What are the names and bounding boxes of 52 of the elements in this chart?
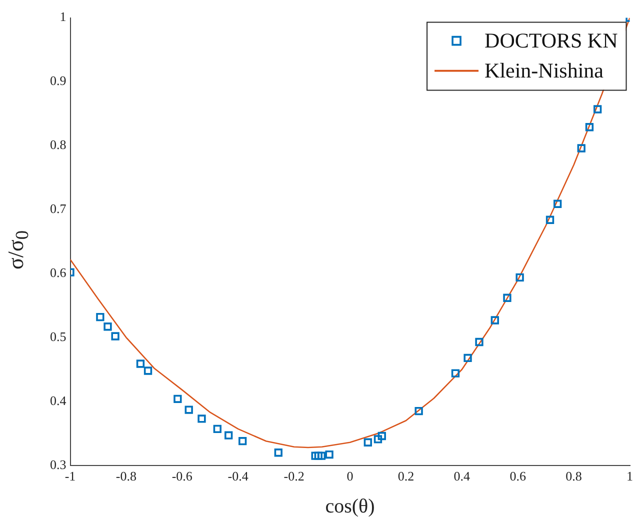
point: [238, 437, 247, 446]
point: [274, 448, 282, 457]
x-tick-label: 0.6: [510, 468, 526, 484]
point: [136, 360, 145, 368]
point: [378, 432, 386, 440]
x-tick-label: -1: [64, 468, 76, 484]
point: [325, 450, 334, 459]
point: [374, 435, 382, 444]
x-tick-label: 0.2: [398, 468, 414, 484]
point: [585, 123, 594, 132]
point: [516, 273, 524, 282]
point: [364, 438, 372, 446]
y-tick-label: 0.8: [50, 137, 66, 152]
point: [213, 424, 222, 434]
x-axis-title: cos(θ): [325, 495, 375, 518]
y-tick-label: 1: [60, 9, 66, 24]
y-tick-label: 0.9: [50, 73, 66, 88]
point: [490, 316, 499, 324]
point: [553, 200, 562, 208]
y-tick-label: 0.5: [50, 328, 66, 344]
x-tick-label: 1: [626, 468, 633, 484]
point: [104, 322, 112, 331]
x-tick-label: -0.6: [172, 468, 193, 484]
y-tick-label: 0.3: [50, 456, 66, 472]
point: [174, 394, 182, 403]
point: [414, 406, 423, 416]
x-tick-label: 0.8: [566, 468, 582, 484]
point: [311, 452, 320, 460]
point: [144, 366, 152, 375]
legend-label: Klein-Nishina: [484, 58, 604, 82]
x-tick-label: 0.4: [454, 468, 471, 484]
point: [593, 105, 602, 114]
point: [464, 354, 472, 362]
y-tick-label: 0.6: [50, 264, 67, 280]
point: [451, 369, 460, 378]
x-tick-label: -0.4: [228, 468, 249, 484]
y-tick-label: 0.7: [50, 201, 67, 216]
point: [184, 406, 193, 414]
point: [317, 452, 326, 460]
point: [198, 414, 206, 423]
legend-label: DOCTORS KN: [484, 28, 618, 52]
x-tick-label: 0: [346, 468, 354, 484]
point: [475, 338, 484, 346]
y-tick-label: 0.4: [50, 392, 67, 408]
x-tick-label: -0.8: [116, 468, 136, 484]
point: [546, 216, 554, 224]
point: [111, 332, 120, 340]
point: [577, 144, 586, 152]
x-tick-label: -0.2: [284, 468, 304, 484]
point: [503, 294, 512, 302]
point: [96, 312, 104, 322]
point: [224, 431, 233, 440]
